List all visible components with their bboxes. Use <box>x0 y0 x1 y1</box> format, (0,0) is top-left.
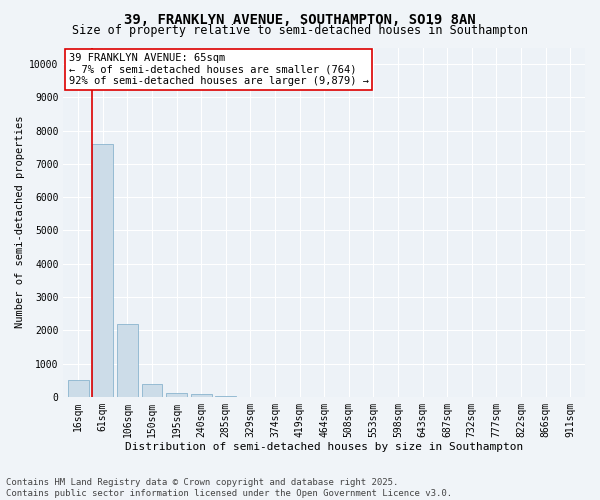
Bar <box>142 384 163 397</box>
Bar <box>68 380 89 397</box>
X-axis label: Distribution of semi-detached houses by size in Southampton: Distribution of semi-detached houses by … <box>125 442 523 452</box>
Text: Contains HM Land Registry data © Crown copyright and database right 2025.
Contai: Contains HM Land Registry data © Crown c… <box>6 478 452 498</box>
Bar <box>166 393 187 397</box>
Text: 39 FRANKLYN AVENUE: 65sqm
← 7% of semi-detached houses are smaller (764)
92% of : 39 FRANKLYN AVENUE: 65sqm ← 7% of semi-d… <box>68 52 368 86</box>
Bar <box>92 144 113 397</box>
Bar <box>117 324 138 397</box>
Text: Size of property relative to semi-detached houses in Southampton: Size of property relative to semi-detach… <box>72 24 528 37</box>
Y-axis label: Number of semi-detached properties: Number of semi-detached properties <box>15 116 25 328</box>
Bar <box>191 394 212 397</box>
Text: 39, FRANKLYN AVENUE, SOUTHAMPTON, SO19 8AN: 39, FRANKLYN AVENUE, SOUTHAMPTON, SO19 8… <box>124 12 476 26</box>
